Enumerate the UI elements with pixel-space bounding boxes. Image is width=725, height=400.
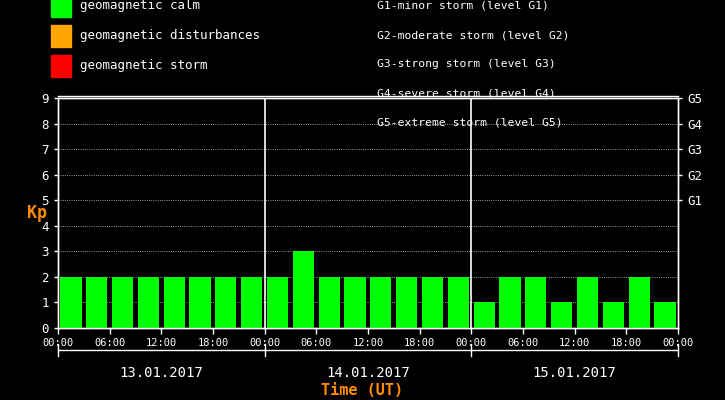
Bar xyxy=(215,277,236,328)
Text: 15.01.2017: 15.01.2017 xyxy=(533,366,616,380)
Text: Time (UT): Time (UT) xyxy=(321,383,404,398)
Bar xyxy=(60,277,81,328)
Text: geomagnetic calm: geomagnetic calm xyxy=(80,0,200,12)
Bar xyxy=(602,302,624,328)
Bar xyxy=(422,277,443,328)
Text: G2-moderate storm (level G2): G2-moderate storm (level G2) xyxy=(377,30,570,40)
Bar xyxy=(267,277,288,328)
Bar xyxy=(164,277,185,328)
Bar xyxy=(577,277,598,328)
Bar xyxy=(655,302,676,328)
Bar xyxy=(629,277,650,328)
Text: 14.01.2017: 14.01.2017 xyxy=(326,366,410,380)
Text: 13.01.2017: 13.01.2017 xyxy=(120,366,203,380)
Bar xyxy=(525,277,547,328)
Bar xyxy=(293,251,314,328)
Bar xyxy=(500,277,521,328)
Text: geomagnetic storm: geomagnetic storm xyxy=(80,60,207,72)
Bar xyxy=(241,277,262,328)
Bar xyxy=(473,302,494,328)
Bar xyxy=(344,277,365,328)
Bar xyxy=(138,277,159,328)
Text: G4-severe storm (level G4): G4-severe storm (level G4) xyxy=(377,89,556,99)
Bar xyxy=(189,277,211,328)
Bar xyxy=(318,277,340,328)
Text: G1-minor storm (level G1): G1-minor storm (level G1) xyxy=(377,1,549,11)
Bar xyxy=(112,277,133,328)
Text: G3-strong storm (level G3): G3-strong storm (level G3) xyxy=(377,60,556,70)
Y-axis label: Kp: Kp xyxy=(28,204,47,222)
Text: G5-extreme storm (level G5): G5-extreme storm (level G5) xyxy=(377,118,563,128)
Bar xyxy=(370,277,392,328)
Bar xyxy=(448,277,469,328)
Bar xyxy=(551,302,572,328)
Text: geomagnetic disturbances: geomagnetic disturbances xyxy=(80,30,260,42)
Bar xyxy=(396,277,418,328)
Bar xyxy=(86,277,107,328)
